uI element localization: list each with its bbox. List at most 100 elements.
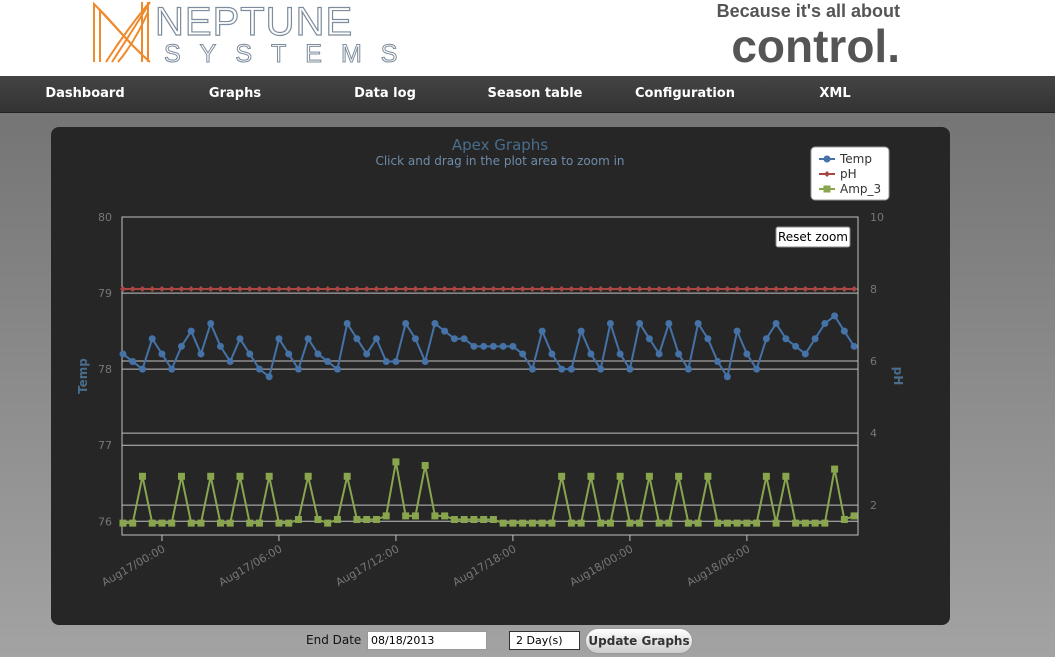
point [324,286,331,293]
point [684,519,692,527]
point [509,519,517,527]
point [655,519,663,527]
legend-label: Amp_3 [840,182,881,196]
point [802,286,809,293]
point [470,286,477,293]
y-tick-label: 77 [98,439,112,452]
point [675,350,683,358]
point [617,286,624,293]
x-tick-label: Aug17/00:00 [100,542,168,589]
point [372,335,380,343]
point [177,472,185,480]
series-line [122,461,855,525]
point [772,519,780,527]
point [655,350,663,358]
point [645,335,653,343]
point [246,286,253,293]
nav-item[interactable]: Data log [354,86,416,101]
nav-item[interactable]: Season table [487,86,583,101]
point [431,320,439,328]
point [548,519,556,527]
point [801,519,809,527]
point [616,472,624,480]
x-tick-label: Aug17/06:00 [217,542,285,589]
point [529,286,536,293]
point [636,286,643,293]
header: NEPTUNE SYSTEMS Because it's all about c… [0,0,1055,76]
nav-item[interactable]: Configuration [635,86,735,101]
point [811,519,819,527]
point [148,335,156,343]
point [499,342,507,350]
point [129,519,137,527]
point [450,335,458,343]
nav-item[interactable]: Dashboard [45,86,125,101]
point [158,350,166,358]
point [743,286,750,293]
point [539,286,546,293]
point [168,286,175,293]
nav-bar: Dashboard Graphs Data log Season table Confi… [0,76,1055,113]
point [275,519,283,527]
point [851,286,858,293]
nav-item[interactable]: Graphs [208,86,262,101]
chart-subtitle: Click and drag in the plot area to zoom … [375,154,624,168]
point [285,350,293,358]
chart-panel: Apex Graphs Click and drag in the plot ar… [51,127,950,625]
y-tick-label: 79 [98,287,112,300]
point [548,286,555,293]
point [216,342,224,350]
point [568,286,575,293]
point [675,286,682,293]
point [333,365,341,373]
nav-item[interactable]: XML [819,86,851,101]
point [548,350,556,358]
point [187,519,195,527]
point [587,286,594,293]
point [762,335,770,343]
end-date-label: End Date [306,633,362,647]
point [714,358,722,366]
range-select[interactable]: 2 Day(s) [509,631,580,650]
point [684,365,692,373]
header-art: NEPTUNE SYSTEMS Because it's all about c… [93,0,900,72]
point [587,350,595,358]
x-tick-label: Aug17/18:00 [451,542,519,589]
point [363,516,371,524]
point [344,286,351,293]
point [255,365,263,373]
point [753,519,761,527]
point [227,286,234,293]
point [119,286,126,293]
update-button[interactable]: Update Graphs [585,628,693,654]
point [129,358,137,366]
point [343,320,351,328]
point [148,519,156,527]
point [792,342,800,350]
point [353,335,361,343]
point [616,350,624,358]
point [178,286,185,293]
point [226,358,234,366]
point [665,320,673,328]
x-tick-label: Aug17/12:00 [334,542,402,589]
point [850,512,858,520]
point [538,519,546,527]
point [285,286,292,293]
point [704,335,712,343]
point [772,320,780,328]
point [294,365,302,373]
point [821,320,829,328]
point [489,516,497,524]
point [645,472,653,480]
end-date-input[interactable]: 08/18/2013 [367,631,487,650]
point [236,472,244,480]
y2-tick-label: 2 [870,499,877,512]
point [578,286,585,293]
point [138,365,146,373]
point [285,519,293,527]
reset-zoom-button[interactable]: Reset zoom [775,226,851,248]
point [158,519,166,527]
point [480,516,488,524]
